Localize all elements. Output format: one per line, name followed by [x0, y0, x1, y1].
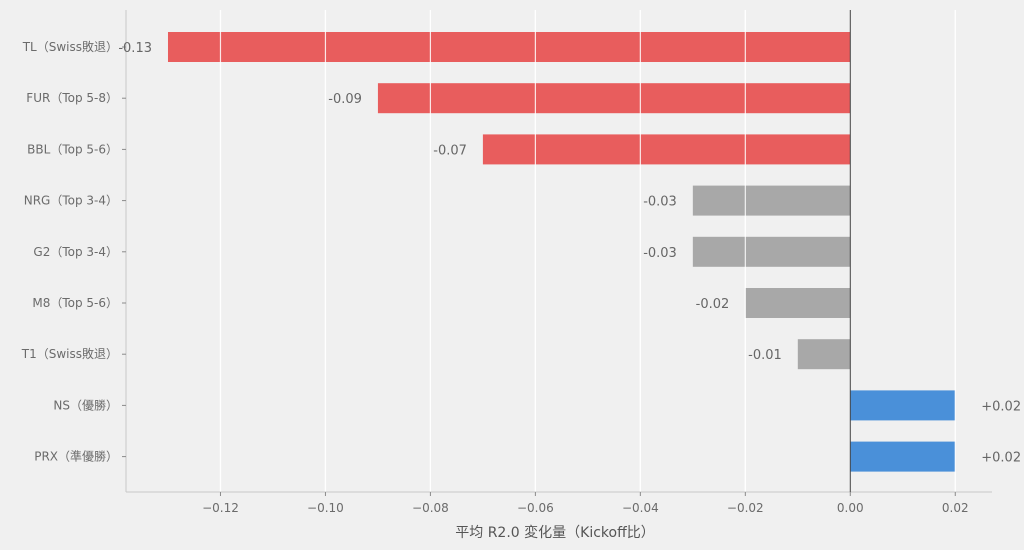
bar — [745, 288, 851, 318]
bar — [850, 441, 956, 472]
x-tick-label: −0.10 — [307, 501, 344, 515]
value-label: -0.03 — [643, 246, 677, 261]
bar — [797, 339, 851, 370]
value-label: +0.02 — [981, 399, 1021, 414]
bar — [850, 390, 956, 421]
category-label: PRX（準優勝） — [34, 449, 118, 464]
bar — [377, 83, 851, 114]
bar — [692, 185, 851, 216]
bars — [167, 32, 956, 472]
value-label: -0.09 — [328, 92, 362, 107]
bar — [167, 32, 851, 62]
value-label: -0.01 — [748, 348, 782, 363]
x-tick-label: −0.02 — [727, 501, 764, 515]
x-tick-label: 0.00 — [837, 501, 864, 515]
value-label: -0.02 — [696, 297, 730, 312]
category-label: FUR（Top 5-8） — [26, 91, 118, 105]
category-label: TL（Swiss敗退） — [22, 39, 118, 54]
labels: −0.12 −0.10 −0.08 −0.06 −0.04 −0.02 0.00 0.02 TL… — [21, 39, 1021, 515]
x-tick-label: 0.02 — [942, 501, 969, 515]
x-axis-title: 平均 R2.0 変化量（Kickoff比） — [455, 524, 654, 541]
value-label: +0.02 — [981, 451, 1021, 466]
category-label: T1（Swiss敗退） — [21, 346, 118, 361]
axes — [122, 10, 992, 496]
value-label: -0.13 — [118, 41, 152, 56]
bar — [482, 134, 851, 165]
category-label: NS（優勝） — [53, 397, 118, 412]
value-label: -0.03 — [643, 195, 677, 210]
category-label: G2（Top 3-4） — [33, 245, 118, 259]
x-tick-label: −0.06 — [517, 501, 554, 515]
x-tick-label: −0.12 — [202, 501, 239, 515]
x-tick-label: −0.08 — [412, 501, 449, 515]
value-label: -0.07 — [433, 143, 467, 158]
category-label: NRG（Top 3-4） — [24, 194, 118, 208]
category-label: M8（Top 5-6） — [32, 296, 118, 310]
bar — [692, 236, 851, 267]
category-label: BBL（Top 5-6） — [27, 142, 118, 156]
x-tick-label: −0.04 — [622, 501, 659, 515]
overlay-grid-lines — [219, 10, 956, 492]
